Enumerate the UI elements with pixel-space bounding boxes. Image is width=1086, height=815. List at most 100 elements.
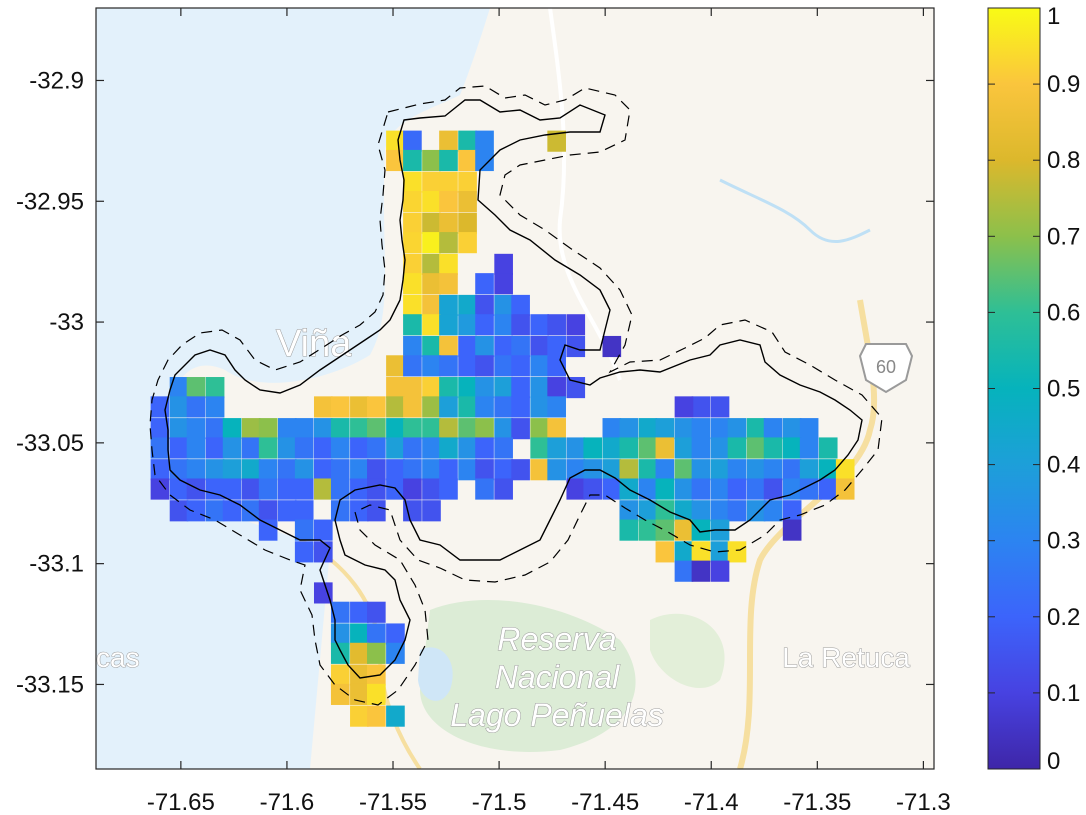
heatmap-cell <box>422 171 441 193</box>
heatmap-cell <box>458 396 477 418</box>
heatmap-cell <box>547 335 566 358</box>
x-axis: -71.65 -71.6 -71.55 -71.5 -71.45 -71.4 -71.35 -… <box>147 8 951 815</box>
heatmap-cell <box>818 437 838 459</box>
heatmap-cell <box>782 437 802 459</box>
heatmap-cell <box>386 130 405 152</box>
heatmap-cell <box>691 396 711 418</box>
heatmap-cell <box>818 459 838 481</box>
heatmap-cell <box>475 149 494 172</box>
heatmap-cell <box>638 459 658 481</box>
heatmap-cell <box>186 459 206 481</box>
heatmap-cell <box>511 418 530 440</box>
heatmap-cell <box>494 314 513 336</box>
heatmap-cell <box>258 500 278 522</box>
heatmap-cell <box>782 478 802 500</box>
y-tick-label: -33 <box>49 309 84 336</box>
heatmap-cell <box>674 418 694 440</box>
heatmap-cell <box>186 396 206 418</box>
heatmap-cell <box>422 232 441 254</box>
heatmap-cell <box>422 335 441 358</box>
colorbar-tick-label: 0.7 <box>1047 223 1080 250</box>
heatmap-cell <box>150 459 170 481</box>
heatmap-cell <box>294 500 314 522</box>
heatmap-cell <box>439 232 458 254</box>
heatmap-cell <box>367 478 386 500</box>
x-tick-label: -71.65 <box>147 789 215 815</box>
heatmap-cell <box>422 377 441 399</box>
heatmap-cell <box>313 582 333 604</box>
heatmap-cell <box>277 418 297 440</box>
heatmap-cell <box>422 396 441 418</box>
heatmap-cell <box>566 377 586 399</box>
colorbar-tick-label: 0.2 <box>1047 604 1080 631</box>
heatmap-cell <box>439 253 458 275</box>
heatmap-cell <box>458 437 477 459</box>
heatmap-cell <box>458 191 477 213</box>
heatmap-cell <box>294 418 314 440</box>
heatmap-cell <box>655 418 675 440</box>
heatmap-cell <box>511 377 530 399</box>
heatmap-cell <box>475 377 494 399</box>
region-boundary <box>164 99 863 679</box>
heatmap-cell <box>294 478 314 500</box>
heatmap-cell <box>350 683 369 705</box>
y-tick-label: -33.1 <box>29 551 84 578</box>
heatmap-cell <box>403 314 422 336</box>
heatmap-cell <box>367 459 386 481</box>
heatmap-cell <box>475 355 494 377</box>
heatmap-cell <box>619 437 639 459</box>
heatmap-cell <box>186 418 206 440</box>
heatmap-cell <box>150 396 170 418</box>
heatmap-cell <box>439 191 458 213</box>
heatmap-cell <box>386 418 405 440</box>
heatmap-cell <box>602 418 622 440</box>
heatmap-cell <box>350 705 369 727</box>
heatmap-cell <box>458 314 477 336</box>
heatmap-cell <box>330 437 350 459</box>
colorbar-tick-label: 0.3 <box>1047 528 1080 555</box>
heatmap-cell <box>330 664 350 686</box>
heatmap-cells <box>150 130 855 727</box>
heatmap-cell <box>494 355 513 377</box>
heatmap-cell <box>602 459 622 481</box>
heatmap-cell <box>547 459 566 481</box>
heatmap-cell <box>386 459 405 481</box>
heatmap-cell <box>367 500 386 522</box>
heatmap-cell <box>294 541 314 563</box>
heatmap-cell <box>205 418 225 440</box>
heatmap-cell <box>350 396 369 418</box>
heatmap-cell <box>782 519 802 541</box>
heatmap-cell <box>294 519 314 541</box>
heatmap-cell <box>313 478 333 500</box>
ocean-shape <box>96 8 490 769</box>
heatmap-cell <box>458 355 477 377</box>
heatmap-cell <box>330 623 350 645</box>
heatmap-cell <box>763 500 783 522</box>
heatmap-cell <box>763 478 783 500</box>
heatmap-cell <box>727 541 747 563</box>
heatmap-cell <box>439 478 458 500</box>
heatmap-cell <box>511 314 530 336</box>
heatmap-cell <box>403 377 422 399</box>
heatmap-cell <box>258 478 278 500</box>
heatmap-cell <box>475 396 494 418</box>
heatmap-cell <box>691 541 711 563</box>
heatmap-cell <box>258 418 278 440</box>
heatmap-cell <box>222 500 242 522</box>
heatmap-cell <box>782 459 802 481</box>
colorbar-tick-label: 0.1 <box>1047 680 1080 707</box>
heatmap-cell <box>835 459 855 481</box>
heatmap-cell <box>313 437 333 459</box>
heatmap-cell <box>475 273 494 295</box>
heatmap-cell <box>638 437 658 459</box>
heatmap-cell <box>350 459 369 481</box>
heatmap-cell <box>386 355 405 377</box>
heatmap-cell <box>403 478 422 500</box>
heatmap-cell <box>530 396 550 418</box>
heatmap-cell <box>422 418 441 440</box>
heatmap-cell <box>205 377 225 399</box>
heatmap-cell <box>638 500 658 522</box>
heatmap-cell <box>475 130 494 152</box>
heatmap-cell <box>458 130 477 152</box>
heatmap-cell <box>799 437 819 459</box>
